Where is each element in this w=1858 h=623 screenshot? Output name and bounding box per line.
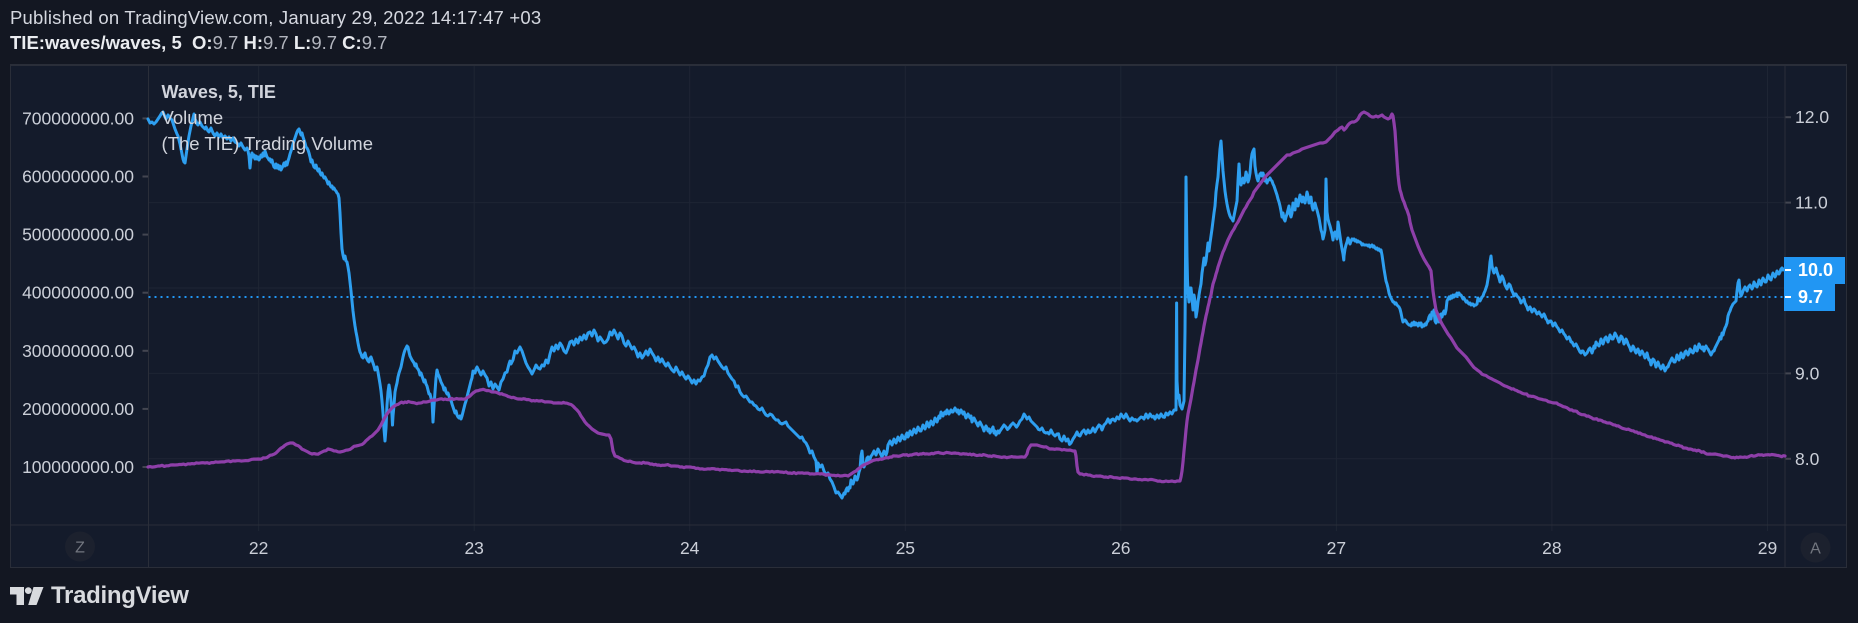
svg-text:29: 29 bbox=[1758, 538, 1777, 558]
svg-text:8.0: 8.0 bbox=[1795, 449, 1820, 469]
svg-text:500000000.00: 500000000.00 bbox=[22, 225, 134, 245]
svg-text:11.0: 11.0 bbox=[1795, 193, 1828, 213]
svg-text:100000000.00: 100000000.00 bbox=[22, 457, 134, 477]
svg-text:27: 27 bbox=[1327, 538, 1346, 558]
svg-text:A: A bbox=[1810, 541, 1821, 558]
svg-text:22: 22 bbox=[249, 538, 268, 558]
svg-text:12.0: 12.0 bbox=[1795, 107, 1829, 127]
svg-text:300000000.00: 300000000.00 bbox=[22, 341, 134, 361]
svg-text:28: 28 bbox=[1542, 538, 1561, 558]
svg-text:9.0: 9.0 bbox=[1795, 363, 1820, 383]
svg-text:24: 24 bbox=[680, 538, 700, 558]
svg-text:25: 25 bbox=[896, 538, 915, 558]
svg-text:26: 26 bbox=[1111, 538, 1130, 558]
svg-text:200000000.00: 200000000.00 bbox=[22, 399, 134, 419]
svg-text:Z: Z bbox=[75, 540, 85, 557]
svg-text:700000000.00: 700000000.00 bbox=[22, 108, 134, 128]
svg-text:600000000.00: 600000000.00 bbox=[22, 167, 134, 187]
svg-text:400000000.00: 400000000.00 bbox=[22, 283, 134, 303]
svg-text:23: 23 bbox=[464, 538, 483, 558]
